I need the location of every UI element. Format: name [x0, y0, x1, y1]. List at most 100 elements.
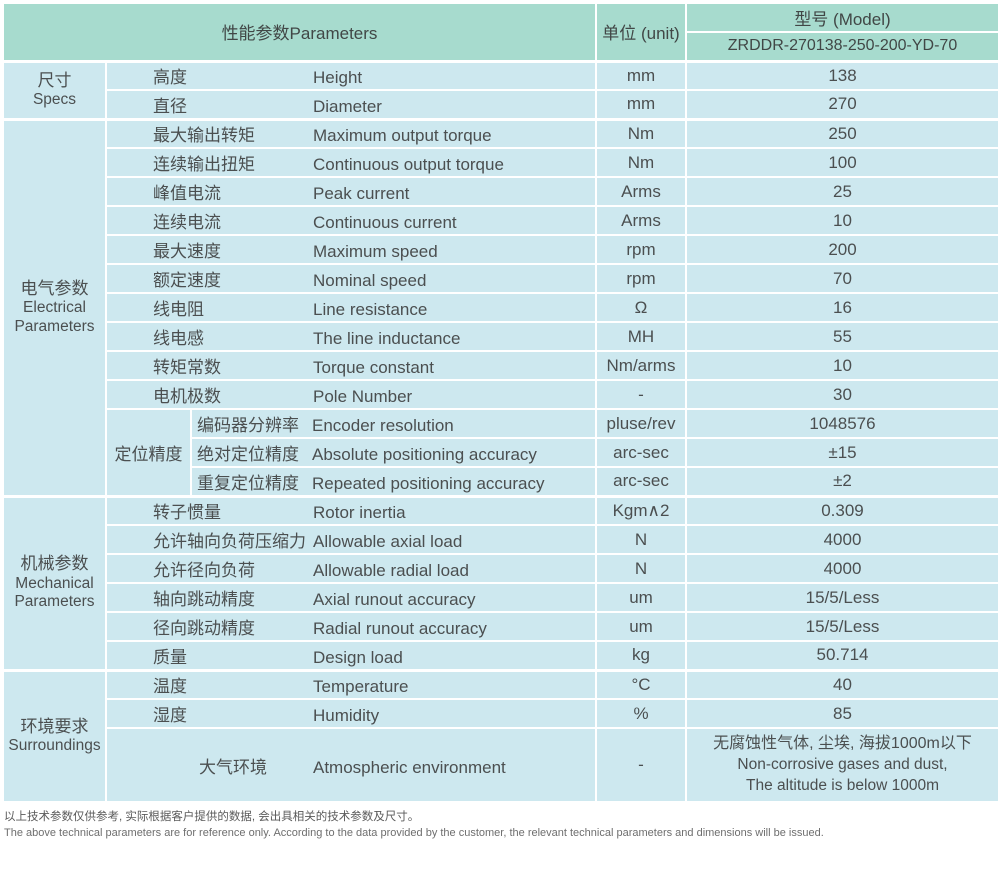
value-cell: 4000 — [685, 553, 1000, 584]
param-label: 绝对定位精度 Absolute positioning accuracy — [190, 437, 597, 468]
table-row: 湿度 Humidity % 85 — [3, 698, 1000, 729]
param-label: 高度 Height — [105, 59, 597, 91]
model-value: ZRDDR-270138-250-200-YD-70 — [685, 31, 1000, 62]
param-en: Peak current — [313, 184, 410, 203]
value-cell: 85 — [685, 698, 1000, 729]
unit-cell: Arms — [595, 205, 687, 236]
table-row: 允许轴向负荷压缩力 Allowable axial load N 4000 — [3, 524, 1000, 555]
header-row: 性能参数Parameters 单位 (unit) 型号 (Model) — [2, 2, 1000, 62]
parameters-header: 性能参数Parameters — [2, 2, 597, 62]
table-row: 质量 Design load kg 50.714 — [3, 640, 1000, 671]
param-label: 线电阻 Line resistance — [105, 292, 597, 323]
table-row: 线电感 The line inductance MH 55 — [3, 321, 1000, 352]
param-zh: 湿度 — [153, 706, 187, 725]
unit-cell: arc-sec — [595, 437, 687, 468]
section-zh: 尺寸 — [37, 70, 72, 90]
param-en: Pole Number — [313, 387, 413, 406]
param-zh: 转矩常数 — [153, 358, 221, 377]
param-label: 线电感 The line inductance — [105, 321, 597, 352]
param-label: 编码器分辨率 Encoder resolution — [190, 408, 597, 439]
param-en: Allowable radial load — [313, 561, 469, 580]
model-header: 型号 (Model) — [685, 2, 1000, 33]
value-cell: 40 — [685, 668, 1000, 700]
table-row: 机械参数 Mechanical Parameters 转子惯量 Rotor ine… — [2, 494, 1000, 671]
param-zh: 连续输出扭矩 — [153, 155, 255, 174]
value-line: The altitude is below 1000m — [745, 776, 939, 794]
unit-header: 单位 (unit) — [595, 2, 687, 62]
param-en: Allowable axial load — [313, 532, 463, 551]
table-row: 最大速度 Maximum speed rpm 200 — [3, 234, 1000, 265]
value-cell: ±15 — [685, 437, 1000, 468]
section-cell-mechanical: 机械参数 Mechanical Parameters — [2, 494, 107, 671]
value-cell: 250 — [685, 117, 1000, 149]
unit-cell: mm — [595, 59, 687, 91]
param-en: Torque constant — [313, 358, 434, 377]
value-cell: ±2 — [685, 466, 1000, 497]
param-zh: 轴向跳动精度 — [153, 590, 255, 609]
param-label: 最大输出转矩 Maximum output torque — [105, 117, 597, 149]
table-row: 电机极数 Pole Number - 30 — [3, 379, 1000, 410]
param-label: 重复定位精度 Repeated positioning accuracy — [190, 466, 597, 497]
param-label: 允许径向负荷 Allowable radial load — [105, 553, 597, 584]
table-row: 重复定位精度 Repeated positioning accuracy arc-… — [3, 466, 1000, 497]
table-row: 允许径向负荷 Allowable radial load N 4000 — [3, 553, 1000, 584]
param-en: Axial runout accuracy — [313, 590, 476, 609]
param-label: 连续电流 Continuous current — [105, 205, 597, 236]
param-en: Nominal speed — [313, 271, 427, 290]
param-zh: 温度 — [153, 677, 187, 697]
table-row: 径向跳动精度 Radial runout accuracy um 15/5/Les… — [3, 611, 1000, 642]
param-zh: 额定速度 — [153, 271, 221, 290]
param-label: 峰值电流 Peak current — [105, 176, 597, 207]
unit-cell: kg — [595, 640, 687, 671]
param-label: 湿度 Humidity — [105, 698, 597, 729]
param-zh: 峰值电流 — [153, 184, 221, 203]
subgroup-cell-positioning-accuracy: 定位精度 — [105, 408, 192, 497]
value-line: Non-corrosive gases and dust, — [737, 755, 948, 773]
param-label: 温度 Temperature — [105, 668, 597, 700]
section-zh: 机械参数 — [20, 554, 89, 574]
param-label: 转矩常数 Torque constant — [105, 350, 597, 381]
value-cell: 70 — [685, 263, 1000, 294]
param-label: 轴向跳动精度 Axial runout accuracy — [105, 582, 597, 613]
section-cell-electrical: 电气参数 Electrical Parameters — [2, 117, 107, 497]
spec-table: 性能参数Parameters 单位 (unit) 型号 (Model) ZRDD… — [2, 2, 1000, 803]
value-line: 无腐蚀性气体, 尘埃, 海拔1000m以下 — [713, 735, 972, 753]
param-zh: 绝对定位精度 — [197, 445, 299, 464]
param-zh: 直径 — [153, 96, 187, 116]
value-cell: 15/5/Less — [685, 611, 1000, 642]
unit-cell: N — [595, 553, 687, 584]
param-label: 径向跳动精度 Radial runout accuracy — [105, 611, 597, 642]
param-label: 最大速度 Maximum speed — [105, 234, 597, 265]
section-en: Specs — [32, 90, 77, 108]
unit-cell: °C — [595, 668, 687, 700]
param-label: 大气环境 Atmospheric environment — [105, 727, 597, 803]
unit-cell: Nm — [595, 147, 687, 178]
section-en: Surroundings — [8, 737, 101, 755]
table-row: 环境要求 Surroundings 温度 Temperature °C 40 — [2, 668, 1000, 803]
unit-cell: pluse/rev — [595, 408, 687, 439]
param-zh: 编码器分辨率 — [197, 416, 299, 435]
section-en: Electrical Parameters — [14, 299, 95, 335]
param-en: Radial runout accuracy — [313, 619, 487, 638]
table-row: 额定速度 Nominal speed rpm 70 — [3, 263, 1000, 294]
param-zh: 最大速度 — [153, 242, 221, 261]
unit-cell: um — [595, 582, 687, 613]
param-en: Design load — [313, 647, 403, 667]
param-zh: 允许轴向负荷压缩力 — [153, 532, 306, 551]
param-label: 电机极数 Pole Number — [105, 379, 597, 410]
value-cell: 1048576 — [685, 408, 1000, 439]
value-cell: 100 — [685, 147, 1000, 178]
unit-cell: Nm — [595, 117, 687, 149]
table-row: 大气环境 Atmospheric environment - 无腐蚀性气体, 尘埃… — [3, 727, 1000, 803]
value-cell: 0.309 — [685, 494, 1000, 526]
param-zh: 线电阻 — [153, 300, 204, 319]
param-en: Continuous output torque — [313, 155, 504, 174]
param-en: Maximum output torque — [313, 126, 492, 146]
param-en: Repeated positioning accuracy — [312, 473, 545, 493]
table-row: 连续输出扭矩 Continuous output torque Nm 100 — [3, 147, 1000, 178]
value-cell: 10 — [685, 350, 1000, 381]
param-en: Absolute positioning accuracy — [312, 445, 537, 464]
param-zh: 连续电流 — [153, 213, 221, 232]
param-zh: 线电感 — [153, 329, 204, 348]
param-en: Height — [313, 68, 363, 88]
